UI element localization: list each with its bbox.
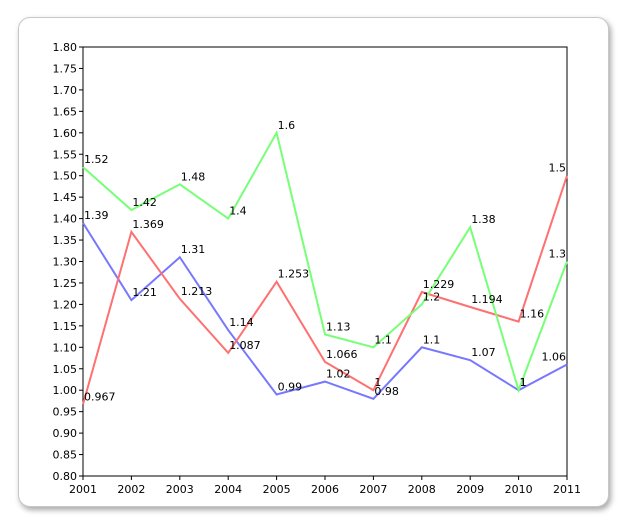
series-layer [82, 130, 568, 405]
x-tick-label: 2010 [505, 483, 533, 496]
x-tick-label: 2007 [359, 483, 387, 496]
x-tick-label: 2006 [311, 483, 339, 496]
y-tick-label: 1.80 [53, 41, 78, 54]
data-label: 1 [374, 376, 381, 389]
data-label: 1.066 [326, 348, 358, 361]
data-label: 1.52 [84, 153, 109, 166]
data-label: 1.213 [181, 285, 213, 298]
data-labels-layer: 1.391.211.311.140.991.020.981.11.0711.06… [84, 119, 566, 404]
y-tick-label: 1.05 [53, 363, 78, 376]
x-tick-label: 2008 [408, 483, 436, 496]
x-tick-label: 2011 [553, 483, 581, 496]
x-tick-label: 2009 [456, 483, 484, 496]
y-tick-label: 1.35 [53, 234, 78, 247]
data-label: 1.087 [229, 339, 261, 352]
y-tick-label: 1.40 [53, 213, 78, 226]
data-label: 1.42 [132, 196, 157, 209]
y-tick-label: 1.65 [53, 105, 78, 118]
chart-card [18, 17, 609, 507]
x-tick-label: 2004 [214, 483, 242, 496]
data-label: 1.31 [181, 243, 206, 256]
y-tick-label: 0.80 [53, 470, 78, 483]
y-tick-label: 1.50 [53, 170, 78, 183]
y-tick-label: 0.85 [53, 449, 78, 462]
data-label: 1.14 [229, 316, 254, 329]
data-label: 1.369 [132, 218, 164, 231]
data-label: 1.06 [542, 350, 567, 363]
y-tick-label: 1.75 [53, 62, 78, 75]
data-label: 0.98 [374, 385, 399, 398]
data-label: 1.194 [471, 293, 503, 306]
y-tick-label: 0.90 [53, 427, 78, 440]
y-tick-label: 1.70 [53, 84, 78, 97]
y-tick-label: 1.45 [53, 191, 78, 204]
y-tick-label: 1.30 [53, 256, 78, 269]
data-label: 1.2 [423, 290, 441, 303]
data-label: 0.99 [278, 380, 303, 393]
data-label: 1.13 [326, 320, 351, 333]
x-tick-label: 2002 [117, 483, 145, 496]
data-label: 1.4 [229, 205, 247, 218]
y-tick-label: 1.60 [53, 127, 78, 140]
y-tick-label: 1.25 [53, 277, 78, 290]
plot-frame [82, 46, 568, 477]
data-label: 1.5 [549, 162, 567, 175]
series-line-1 [82, 222, 568, 400]
data-label: 1.3 [549, 248, 567, 261]
y-tick-label: 1.15 [53, 320, 78, 333]
y-tick-label: 1.10 [53, 341, 78, 354]
data-label: 1 [520, 376, 527, 389]
data-label: 1.253 [278, 268, 310, 281]
data-label: 1.16 [520, 308, 545, 321]
y-tick-label: 0.95 [53, 406, 78, 419]
x-tick-label: 2003 [166, 483, 194, 496]
data-label: 1.1 [423, 333, 441, 346]
x-tick-label: 2001 [69, 483, 97, 496]
y-tick-label: 1.00 [53, 384, 78, 397]
data-label: 1.38 [471, 213, 496, 226]
series-line-2 [82, 175, 568, 405]
data-label: 1.1 [374, 333, 392, 346]
y-tick-label: 1.20 [53, 298, 78, 311]
y-tick-label: 1.55 [53, 148, 78, 161]
axes: 0.80 0.85 0.90 0.95 1.00 1.05 1.10 1.15 1.20 1.25… [53, 41, 582, 496]
data-label: 1.6 [278, 119, 296, 132]
data-label: 1.229 [423, 278, 455, 291]
x-tick-label: 2005 [263, 483, 291, 496]
data-label: 1.21 [132, 286, 157, 299]
series-line-3 [82, 130, 568, 394]
data-label: 0.967 [84, 390, 116, 403]
data-label: 1.48 [181, 170, 206, 183]
data-label: 1.02 [326, 368, 351, 381]
data-label: 1 [520, 376, 527, 389]
data-label: 1.07 [471, 346, 496, 359]
data-label: 1.39 [84, 209, 109, 222]
